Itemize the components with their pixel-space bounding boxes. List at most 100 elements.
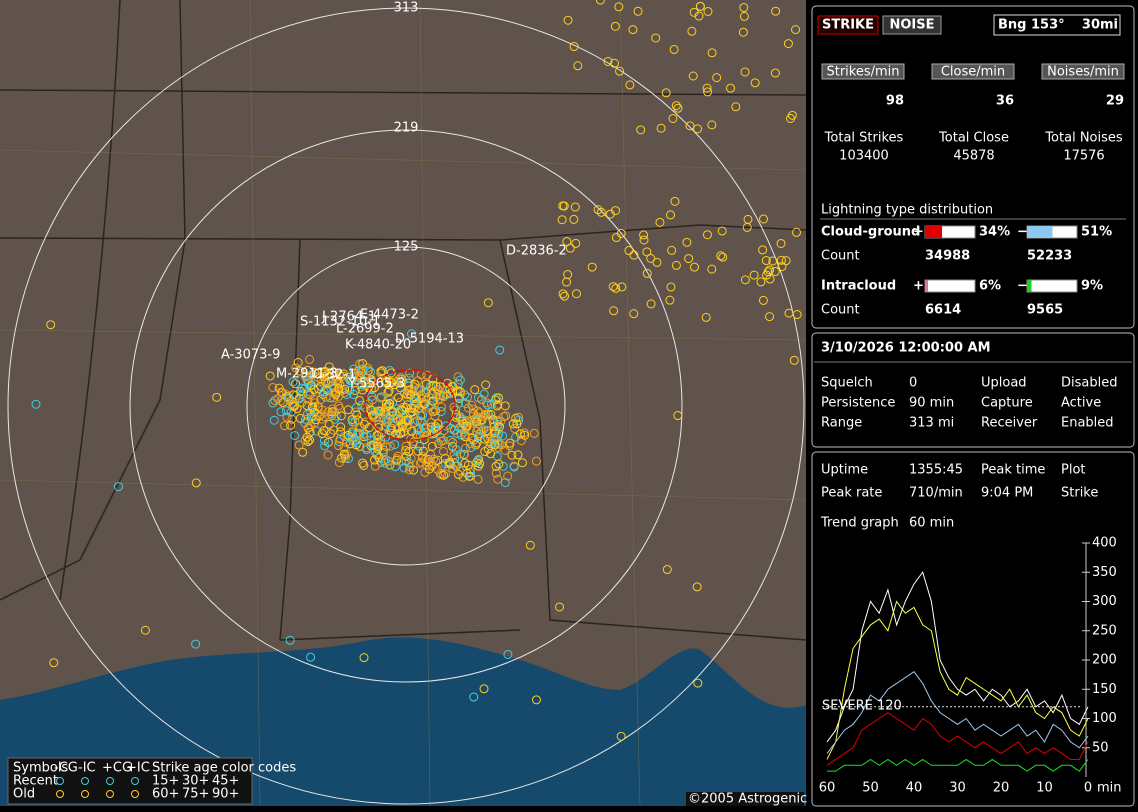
strike-symbol bbox=[270, 396, 280, 406]
strike-symbol bbox=[428, 407, 438, 417]
strike-symbol bbox=[656, 123, 666, 133]
strike-symbol bbox=[436, 433, 446, 443]
strike-symbol bbox=[687, 26, 697, 36]
strike-symbol bbox=[712, 73, 722, 83]
strike-symbol bbox=[418, 446, 428, 456]
legend-symbol bbox=[106, 777, 114, 785]
strike-symbol bbox=[486, 449, 496, 459]
strike-symbol bbox=[288, 377, 298, 387]
dist-bar bbox=[1027, 280, 1032, 292]
strike-symbol bbox=[616, 731, 626, 741]
strike-symbol bbox=[571, 238, 581, 248]
dist-count: 6614 bbox=[925, 303, 961, 318]
strike-symbol bbox=[440, 459, 450, 469]
strike-symbol bbox=[289, 390, 299, 400]
strike-symbol bbox=[472, 438, 482, 448]
strike-symbol bbox=[702, 230, 712, 240]
storm-label: K-4840-20 bbox=[345, 338, 411, 353]
strike-symbol bbox=[340, 388, 350, 398]
strike-symbol bbox=[351, 403, 361, 413]
strike-symbol bbox=[770, 68, 780, 78]
strike-symbol bbox=[481, 409, 491, 419]
strike-symbol bbox=[776, 255, 786, 265]
strike-symbol bbox=[740, 275, 750, 285]
legend-age: 75+ bbox=[182, 787, 209, 802]
strike-symbol bbox=[419, 435, 429, 445]
strike-symbol bbox=[673, 103, 683, 113]
strike-symbol bbox=[292, 404, 302, 414]
strike-symbol bbox=[750, 78, 760, 88]
legend-symbol bbox=[131, 777, 139, 785]
strike-symbol bbox=[374, 422, 384, 432]
strike-symbol bbox=[771, 6, 781, 16]
strike-symbol bbox=[373, 434, 383, 444]
strike-symbol bbox=[376, 392, 386, 402]
strike-symbol bbox=[370, 446, 380, 456]
total-value: 45878 bbox=[953, 149, 994, 164]
setting: 313 mi bbox=[909, 416, 954, 431]
strike-symbol bbox=[493, 438, 503, 448]
strike-symbol bbox=[336, 427, 346, 437]
strike-symbol bbox=[338, 369, 348, 379]
strike-symbol bbox=[381, 421, 391, 431]
strike-symbol bbox=[555, 602, 565, 612]
strike-symbol bbox=[743, 214, 753, 224]
strike-symbol bbox=[646, 253, 656, 263]
strike-symbol bbox=[307, 370, 317, 380]
strike-symbol bbox=[418, 410, 428, 420]
strike-symbol bbox=[385, 441, 395, 451]
strike-symbol bbox=[401, 446, 411, 456]
strike-symbol bbox=[302, 432, 312, 442]
strike-symbol bbox=[306, 407, 316, 417]
strike-symbol bbox=[716, 251, 726, 261]
strike-symbol bbox=[191, 478, 201, 488]
legend-age: 60+ bbox=[152, 787, 179, 802]
strike-symbol bbox=[475, 459, 485, 469]
strike-symbol bbox=[334, 441, 344, 451]
strike-symbol bbox=[633, 6, 643, 16]
strike-symbol bbox=[415, 416, 425, 426]
strike-symbol bbox=[414, 384, 424, 394]
range-ring-label: 125 bbox=[394, 240, 419, 255]
strike-symbol bbox=[381, 432, 391, 442]
strike-symbol bbox=[758, 245, 768, 255]
legend-symbol bbox=[131, 790, 139, 798]
legend-row-label: Old bbox=[13, 787, 35, 802]
strike-symbol bbox=[669, 44, 679, 54]
strike-symbol bbox=[276, 407, 286, 417]
strike-symbol bbox=[354, 370, 364, 380]
strike-symbol bbox=[334, 370, 344, 380]
strike-symbol bbox=[291, 363, 301, 373]
y-tick-label: 400 bbox=[1092, 536, 1117, 551]
strike-symbol bbox=[373, 441, 383, 451]
trend-line bbox=[826, 600, 1089, 760]
legend-title: Symbols bbox=[13, 761, 68, 776]
strike-symbol bbox=[427, 441, 437, 451]
strike-button[interactable] bbox=[817, 15, 879, 35]
strike-symbol bbox=[513, 450, 523, 460]
strike-symbol bbox=[510, 423, 520, 433]
strike-symbol bbox=[603, 56, 613, 66]
stat: Peak time bbox=[981, 463, 1045, 478]
strike-symbol bbox=[304, 423, 314, 433]
setting: Upload bbox=[981, 376, 1027, 391]
noise-button[interactable] bbox=[882, 15, 942, 35]
setting: 0 bbox=[909, 376, 917, 391]
strike-symbol bbox=[434, 394, 444, 404]
strike-symbol bbox=[661, 88, 671, 98]
setting: Disabled bbox=[1061, 376, 1117, 391]
dist-percent: 34% bbox=[979, 225, 1010, 240]
strike-symbol bbox=[511, 413, 521, 423]
strike-symbol bbox=[473, 432, 483, 442]
legend-symbol bbox=[81, 790, 89, 798]
strike-symbol bbox=[529, 428, 539, 438]
strike-symbol bbox=[525, 540, 535, 550]
strike-symbol bbox=[377, 366, 387, 376]
rate-label: Noises/min bbox=[1047, 65, 1119, 80]
setting: 90 min bbox=[909, 396, 954, 411]
strike-symbol bbox=[460, 390, 470, 400]
strike-symbol bbox=[763, 267, 773, 277]
strike-symbol bbox=[689, 262, 699, 272]
strike-symbol bbox=[309, 394, 319, 404]
strike-symbol bbox=[445, 384, 455, 394]
